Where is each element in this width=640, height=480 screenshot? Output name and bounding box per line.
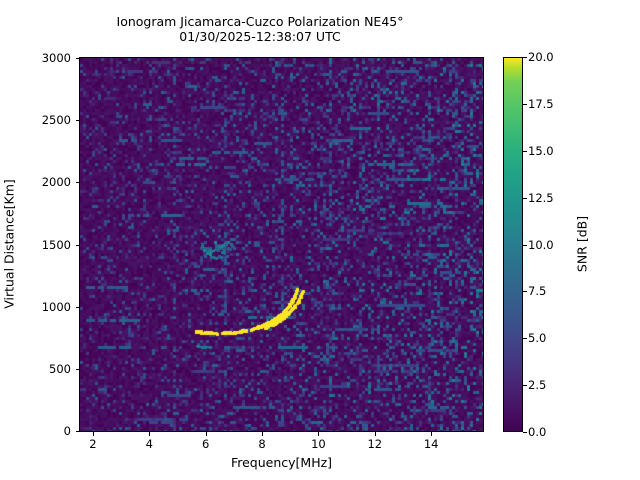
x-tick-mark	[149, 432, 151, 436]
title-line-2: 01/30/2025-12:38:07 UTC	[179, 29, 341, 44]
page-title: Ionogram Jicamarca-Cuzco Polarization NE…	[0, 14, 520, 44]
x-tick-mark	[205, 432, 207, 436]
x-tick-mark	[431, 432, 433, 436]
colorbar-tick-mark	[523, 197, 527, 199]
x-tick-mark	[374, 432, 376, 436]
colorbar-tick-label: 10.0	[528, 237, 554, 252]
y-tick-mark	[75, 368, 79, 370]
y-tick-mark	[75, 182, 79, 184]
colorbar-tick-mark	[523, 432, 527, 433]
title-line-1: Ionogram Jicamarca-Cuzco Polarization NE…	[116, 14, 404, 29]
colorbar-tick-label: 12.5	[528, 190, 554, 205]
x-tick-label: 12	[367, 437, 383, 451]
colorbar-tick-mark	[523, 385, 527, 387]
y-tick-label: 2500	[41, 113, 71, 128]
colorbar-tick-label: 0.0	[528, 425, 547, 439]
colorbar-tick-label: 7.5	[528, 284, 547, 299]
colorbar-tick-label: 2.5	[528, 378, 547, 393]
y-tick-mark	[75, 58, 79, 59]
ionogram-plot-area	[79, 57, 484, 432]
colorbar-tick-mark	[523, 244, 527, 246]
colorbar-tick-label: 17.5	[528, 96, 554, 111]
y-tick-mark	[75, 431, 79, 432]
y-tick-label: 500	[49, 361, 71, 376]
x-tick-mark	[262, 432, 264, 436]
colorbar-tick-mark	[523, 150, 527, 152]
x-tick-mark	[92, 432, 94, 436]
y-axis-label: Virtual Distance[Km]	[1, 179, 17, 309]
colorbar-tick-mark	[523, 103, 527, 105]
x-tick-label: 4	[145, 437, 153, 451]
y-tick-mark	[75, 244, 79, 246]
colorbar-tick-mark	[523, 291, 527, 293]
colorbar-tick-label: 20.0	[528, 50, 554, 64]
x-tick-label: 14	[423, 437, 439, 451]
ionogram-heatmap-canvas	[80, 58, 483, 431]
colorbar-tick-mark	[523, 338, 527, 340]
x-tick-label: 2	[89, 437, 97, 451]
y-tick-label: 0	[63, 424, 71, 438]
y-tick-mark	[75, 120, 79, 122]
x-tick-mark	[318, 432, 320, 436]
snr-colorbar	[503, 57, 523, 432]
x-tick-label: 10	[311, 437, 326, 451]
y-tick-label: 3000	[41, 51, 71, 65]
x-tick-label: 8	[258, 437, 266, 451]
y-tick-label: 1500	[41, 237, 71, 252]
colorbar-tick-mark	[523, 57, 527, 58]
colorbar-label: SNR [dB]	[574, 215, 590, 273]
colorbar-tick-label: 15.0	[528, 143, 554, 158]
y-tick-label: 2000	[41, 175, 71, 190]
colorbar-tick-label: 5.0	[528, 331, 547, 346]
y-tick-label: 1000	[41, 299, 71, 314]
x-tick-label: 6	[202, 437, 210, 451]
y-tick-mark	[75, 306, 79, 308]
x-axis-label: Frequency[MHz]	[230, 455, 333, 470]
